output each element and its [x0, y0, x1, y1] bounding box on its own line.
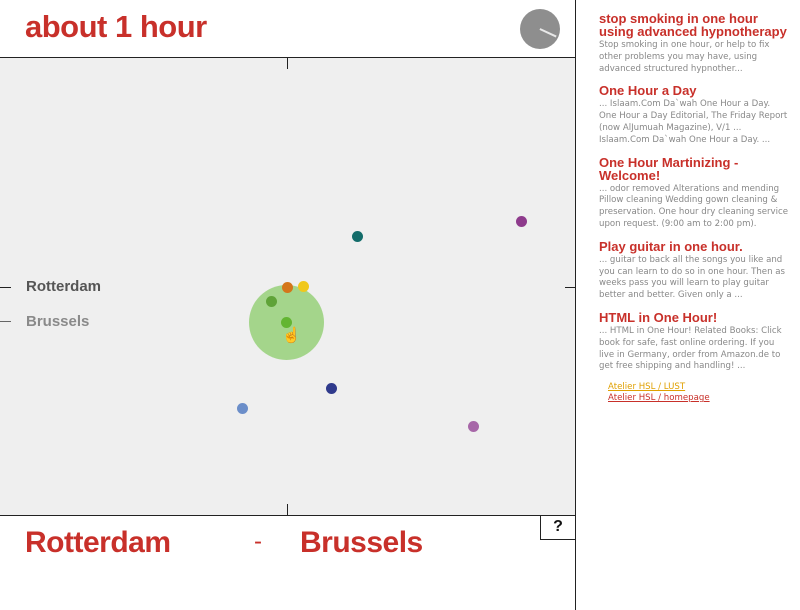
clock-hand — [539, 28, 557, 38]
dot-teal[interactable] — [352, 231, 363, 242]
dot-lightblue[interactable] — [237, 403, 248, 414]
hand-cursor-icon: ☝ — [282, 327, 301, 344]
tick-left — [0, 287, 11, 288]
result-item: One Hour a Day ... Islaam.Com Da`wah One… — [599, 84, 789, 146]
help-button[interactable]: ? — [540, 516, 576, 540]
result-title-link[interactable]: stop smoking in one hour using advanced … — [599, 11, 787, 39]
route-separator: - — [254, 528, 262, 555]
dot-purple-bottom[interactable] — [468, 421, 479, 432]
result-title-link[interactable]: One Hour Martinizing - Welcome! — [599, 154, 739, 183]
map-area[interactable]: Rotterdam Brussels ☝ — [0, 57, 576, 516]
result-snippet: ... guitar to back all the songs you lik… — [599, 254, 786, 301]
result-title-link[interactable]: One Hour a Day — [599, 83, 697, 99]
result-snippet: ... Islaam.Com Da`wah One Hour a Day. On… — [599, 99, 788, 145]
panel-divider — [575, 0, 576, 610]
dot-orange[interactable] — [282, 282, 293, 293]
result-snippet: Stop smoking in one hour, or help to fix… — [599, 40, 770, 74]
destination-marker — [0, 321, 11, 322]
result-item: One Hour Martinizing - Welcome! ... odor… — [599, 156, 789, 231]
tick-bottom — [287, 504, 288, 515]
result-title-link[interactable]: HTML in One Hour! — [599, 309, 718, 325]
result-item: stop smoking in one hour using advanced … — [599, 12, 789, 75]
footer-links: Atelier HSL / LUST Atelier HSL / homepag… — [608, 382, 789, 404]
dot-navy[interactable] — [326, 383, 337, 394]
search-results: stop smoking in one hour using advanced … — [599, 12, 789, 404]
tick-top — [287, 58, 288, 69]
page-title: about 1 hour — [25, 9, 207, 44]
atelier-homepage-link[interactable]: Atelier HSL / homepage — [608, 393, 710, 404]
dot-yellow[interactable] — [298, 281, 309, 292]
origin-city-label: Rotterdam — [26, 278, 102, 295]
destination-city-label: Brussels — [26, 313, 90, 330]
result-item: HTML in One Hour! ... HTML in One Hour! … — [599, 311, 789, 373]
map-panel: about 1 hour Rotterdam Brussels ☝ Rotter… — [0, 9, 576, 610]
dot-purple-top[interactable] — [516, 216, 527, 227]
atelier-lust-link[interactable]: Atelier HSL / LUST — [608, 382, 686, 393]
result-snippet: ... HTML in One Hour! Related Books: Cli… — [599, 325, 782, 372]
route-bar: Rotterdam - Brussels ? — [0, 516, 576, 610]
route-destination: Brussels — [300, 526, 423, 559]
tick-right — [565, 287, 576, 288]
route-origin: Rotterdam — [25, 526, 171, 559]
dot-green-1[interactable] — [266, 296, 277, 307]
result-title-link[interactable]: Play guitar in one hour. — [599, 238, 743, 254]
result-snippet: ... odor removed Alterations and mending… — [599, 183, 789, 229]
result-item: Play guitar in one hour. ... guitar to b… — [599, 240, 789, 302]
dot-green-2[interactable] — [281, 317, 292, 328]
clock-icon[interactable] — [520, 9, 560, 49]
